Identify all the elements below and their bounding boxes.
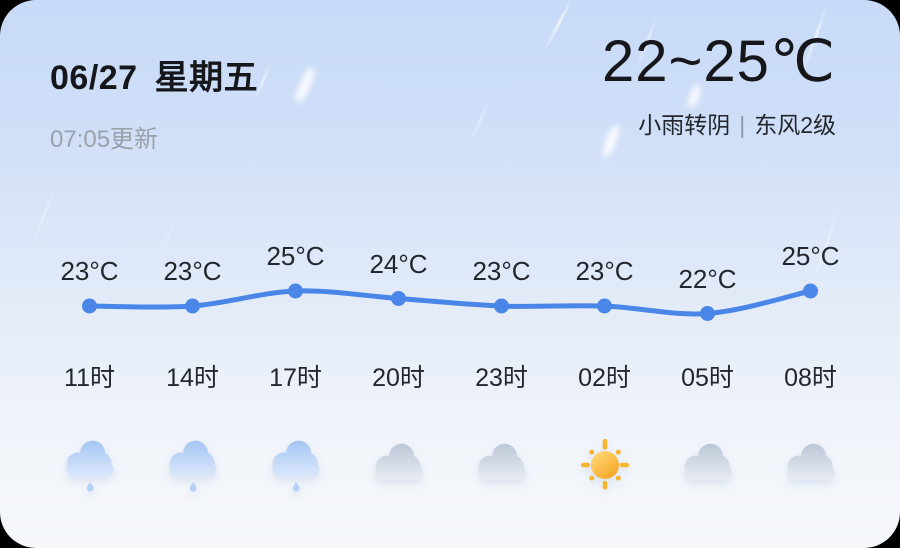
- time-label: 14时: [166, 364, 219, 392]
- time-label: 23时: [475, 364, 528, 392]
- update-time: 07:05更新: [50, 126, 159, 153]
- temp-range: 22~25℃: [601, 29, 836, 94]
- temp-point-label: 22°C: [678, 263, 737, 294]
- overcast-icon: [684, 443, 731, 481]
- sunny-icon: [580, 438, 629, 490]
- weather-summary: 小雨转阴 | 东风2级: [602, 106, 836, 140]
- time-label: 20时: [372, 364, 425, 392]
- time-label: 08时: [784, 364, 837, 392]
- header-left: 06/27 星期五 07:05更新: [50, 50, 258, 154]
- weather-icon-slot: [477, 437, 527, 493]
- header-right: 22~25℃ 小雨转阴 | 东风2级: [602, 30, 836, 140]
- time-label: 02时: [578, 364, 631, 392]
- time-label: 17时: [269, 364, 322, 392]
- weather-icon-slot: [683, 437, 733, 493]
- weather-icon-slot: [65, 437, 115, 493]
- temp-point-label: 24°C: [369, 248, 428, 279]
- temp-point-label: 25°C: [266, 241, 325, 271]
- weather-icon-slot: [271, 437, 321, 493]
- overcast-icon: [375, 443, 422, 481]
- weather-icon-slot: [374, 437, 424, 493]
- weather-icon-slot: [580, 437, 630, 493]
- date-row: 06/27 星期五: [50, 50, 258, 99]
- temp-point-label: 23°C: [60, 256, 119, 286]
- temp-point-label: 23°C: [472, 256, 531, 286]
- light-rain-icon: [272, 440, 319, 492]
- weather-icon-slot: [168, 437, 218, 493]
- weather-icon-slot: [786, 437, 836, 493]
- date-text: 06/27: [50, 59, 138, 97]
- separator-bar: |: [739, 112, 746, 138]
- overcast-icon: [478, 443, 525, 481]
- time-label: 05时: [681, 364, 734, 392]
- light-rain-icon: [66, 440, 113, 492]
- condition-text: 小雨转阴: [638, 112, 731, 138]
- wind-text: 东风2级: [754, 112, 836, 138]
- temp-point-label: 25°C: [781, 241, 840, 271]
- time-label: 11时: [64, 364, 115, 392]
- weekday-text: 星期五: [154, 59, 259, 97]
- light-rain-icon: [169, 440, 216, 492]
- overcast-icon: [787, 443, 834, 481]
- temp-point-label: 23°C: [163, 256, 222, 286]
- temp-point-label: 23°C: [575, 256, 634, 286]
